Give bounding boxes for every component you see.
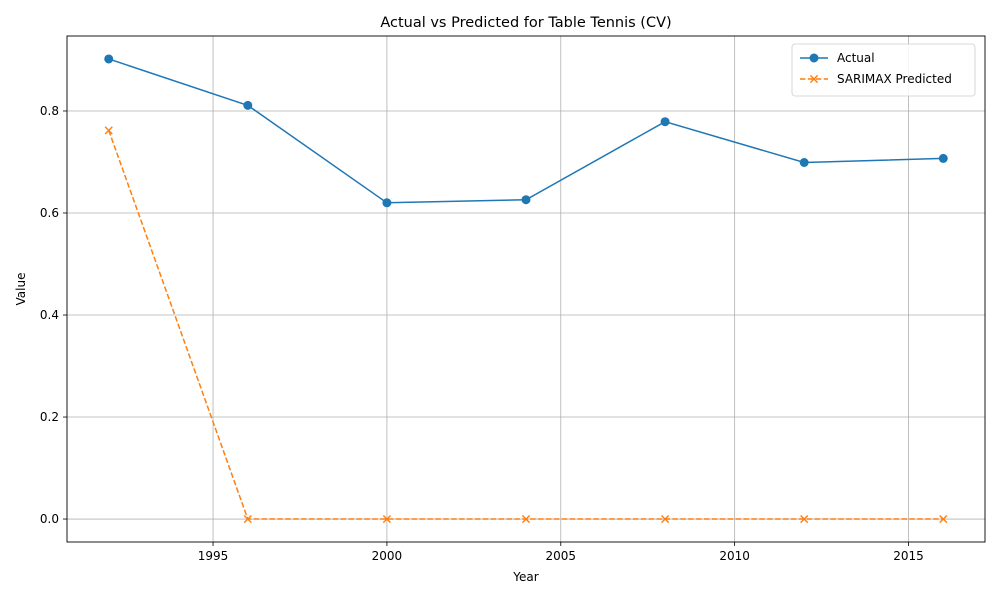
ticks-layer: 1995 2000 2005 2010 2015 0.0 0.2 0.4 0.6 0.8 bbox=[40, 104, 924, 563]
legend-marker bbox=[809, 53, 819, 63]
data-point bbox=[939, 514, 948, 524]
y-tick-label: 0.0 bbox=[40, 512, 59, 526]
legend-label: SARIMAX Predicted bbox=[837, 72, 952, 86]
legend-label: Actual bbox=[837, 51, 875, 65]
y-tick-label: 0.4 bbox=[40, 308, 59, 322]
series-layer bbox=[104, 54, 948, 524]
data-point bbox=[382, 514, 392, 524]
data-point bbox=[521, 514, 531, 524]
data-point bbox=[800, 514, 809, 524]
legend-box bbox=[791, 43, 976, 97]
legend: Actual SARIMAX Predicted bbox=[791, 43, 976, 97]
x-tick-label: 1995 bbox=[198, 549, 229, 563]
legend-marker bbox=[809, 74, 819, 84]
x-marker-stroke bbox=[809, 74, 819, 84]
x-marker-stroke bbox=[939, 514, 948, 524]
data-point bbox=[243, 514, 252, 524]
x-marker-stroke bbox=[243, 514, 252, 524]
data-point bbox=[660, 117, 670, 127]
data-point bbox=[938, 153, 948, 163]
x-tick-label: 2010 bbox=[719, 549, 750, 563]
x-marker-stroke bbox=[104, 126, 113, 135]
legend-item: Actual bbox=[800, 51, 875, 65]
data-point bbox=[104, 54, 114, 64]
x-marker-stroke bbox=[382, 514, 392, 524]
series-actual bbox=[104, 54, 948, 208]
y-axis-label: Value bbox=[14, 273, 28, 306]
chart-title: Actual vs Predicted for Table Tennis (CV… bbox=[380, 15, 671, 31]
x-marker-stroke bbox=[521, 514, 531, 524]
data-point bbox=[660, 514, 670, 524]
y-tick-label: 0.8 bbox=[40, 104, 59, 118]
data-point bbox=[382, 198, 392, 208]
series-sarimax-predicted bbox=[104, 126, 948, 524]
data-point bbox=[104, 126, 113, 135]
x-tick-label: 2005 bbox=[545, 549, 576, 563]
data-point bbox=[521, 195, 531, 205]
x-marker-stroke bbox=[800, 514, 809, 524]
y-tick-label: 0.6 bbox=[40, 206, 59, 220]
plot-area-frame bbox=[66, 35, 986, 543]
data-point bbox=[799, 158, 809, 167]
legend-item: SARIMAX Predicted bbox=[800, 72, 952, 86]
x-tick-label: 2000 bbox=[372, 549, 403, 563]
x-axis-label: Year bbox=[512, 570, 538, 584]
data-point bbox=[243, 100, 253, 110]
x-tick-label: 2015 bbox=[893, 549, 924, 563]
y-tick-label: 0.2 bbox=[40, 410, 59, 424]
x-marker-stroke bbox=[660, 514, 670, 524]
